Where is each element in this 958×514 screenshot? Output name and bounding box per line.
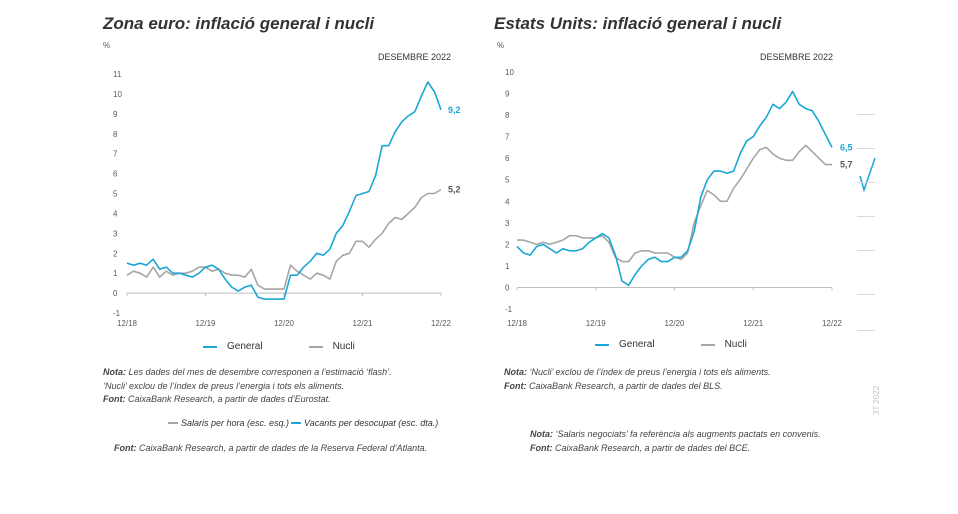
y-tick-label: 7: [113, 150, 118, 159]
edge-dash: [857, 114, 875, 115]
bce-source-label: Font:: [530, 442, 553, 453]
vacants-label: Vacants per desocupat (esc. dta.): [304, 418, 439, 428]
eurozone-inflation-chart: % DESEMBRE 2022 -1 0 1 2 3 4 5 6 7 8 9 10 11 12/18 12/19…: [103, 41, 461, 328]
legend-nucli: Nucli: [308, 341, 355, 352]
left-chart-title: Zona euro: inflació general i nucli: [103, 14, 375, 33]
y-tick-label: -1: [505, 305, 513, 314]
bce-notes: Nota: ‘Salaris negociats’ fa referència …: [530, 428, 821, 455]
edge-fragment-line: [859, 157, 876, 193]
source-text: CaixaBank Research, a partir de dades d’…: [125, 394, 331, 404]
y-tick-label: 5: [113, 190, 118, 199]
y-tick-label: 5: [505, 176, 510, 185]
source-label-us: Font:: [504, 380, 527, 391]
y-tick-label: 0: [505, 283, 510, 292]
salaris-swatch: [168, 422, 178, 424]
edge-dash: [857, 294, 875, 295]
side-label: 3T 2022: [872, 385, 881, 415]
general-swatch: [203, 345, 217, 348]
y-tick-label: 8: [113, 130, 118, 139]
y-unit-label: %: [497, 41, 504, 50]
y-tick-label: 1: [113, 269, 118, 278]
x-tick-label: 12/19: [195, 319, 216, 328]
edge-dash: [857, 148, 875, 149]
end-label-general: 9,2: [448, 105, 461, 115]
note-text-us: ‘Nucli’ exclou de l’índex de preus l’ene…: [527, 367, 771, 377]
y-tick-label: -1: [113, 309, 121, 318]
y-tick-label: 9: [113, 110, 118, 119]
x-tick-label: 12/21: [352, 319, 373, 328]
y-unit-label: %: [103, 41, 110, 50]
legend-nucli-label-us: Nucli: [724, 339, 747, 350]
chart-subtitle: DESEMBRE 2022: [760, 52, 833, 62]
note-label: Nota:: [103, 367, 126, 377]
right-notes: Nota: ‘Nucli’ exclou de l’índex de preus…: [504, 366, 771, 393]
end-label-nucli: 5,2: [448, 185, 461, 195]
salaris-label: Salaris per hora (esc. esq.): [181, 418, 290, 428]
wages-legend: Salaris per hora (esc. esq.) Vacants per…: [168, 418, 438, 428]
edge-dash: [857, 330, 875, 331]
note-line2: ‘Nucli’ exclou de l’índex de preus l’ene…: [103, 380, 345, 391]
edge-fragment-series: [859, 157, 876, 193]
left-legend: General Nucli: [203, 341, 401, 352]
y-tick-label: 2: [505, 240, 510, 249]
atlanta-source-label: Font:: [114, 443, 137, 453]
legend-general: General: [203, 341, 263, 352]
y-tick-label: 8: [505, 111, 510, 120]
series-line-general: [516, 90, 833, 287]
atlanta-source-text: CaixaBank Research, a partir de dades de…: [136, 443, 428, 453]
source-text-us: CaixaBank Research, a partir de dades de…: [526, 380, 723, 391]
end-label-nucli: 5,7: [840, 160, 853, 170]
nucli-swatch: [308, 345, 323, 348]
note-text: Les dades del mes de desembre correspone…: [126, 367, 392, 377]
edge-dash: [857, 216, 875, 217]
legend-nucli-label: Nucli: [332, 341, 355, 352]
y-tick-label: 3: [505, 219, 510, 228]
series-line-general: [126, 81, 442, 300]
x-tick-label: 12/22: [431, 319, 452, 328]
y-tick-label: 10: [113, 90, 122, 99]
y-tick-label: 6: [505, 154, 510, 163]
y-tick-label: 3: [113, 229, 118, 238]
us-inflation-chart: % DESEMBRE 2022 -1 0 1 2 3 4 5 6 7 8 9 10 12/18 12/19 12…: [497, 41, 853, 328]
bce-note-text: ‘Salaris negociats’ fa referència als au…: [553, 429, 821, 439]
x-tick-label: 12/20: [274, 319, 295, 328]
right-chart-title: Estats Units: inflació general i nucli: [494, 14, 782, 33]
legend-general-label-us: General: [619, 339, 655, 350]
legend-general-label: General: [227, 341, 263, 352]
y-tick-label: 1: [505, 262, 510, 271]
left-notes: Nota: Les dades del mes de desembre corr…: [103, 366, 392, 407]
general-swatch-us: [595, 343, 609, 346]
chart-subtitle: DESEMBRE 2022: [378, 52, 451, 62]
x-tick-label: 12/19: [586, 319, 607, 328]
y-tick-label: 9: [505, 90, 510, 99]
atlanta-source: Font: CaixaBank Research, a partir de da…: [114, 442, 427, 456]
y-tick-label: 7: [505, 133, 510, 142]
y-tick-label: 11: [113, 70, 122, 79]
series-line-nucli: [517, 144, 832, 263]
note-label-us: Nota:: [504, 367, 527, 377]
edge-dash: [857, 250, 875, 251]
y-tick-label: 4: [505, 197, 510, 206]
x-tick-label: 12/18: [117, 319, 138, 328]
legend-nucli-us: Nucli: [700, 339, 747, 350]
x-tick-label: 12/18: [507, 319, 528, 328]
source-label: Font:: [103, 394, 126, 404]
y-tick-label: 10: [505, 68, 514, 77]
right-legend: General Nucli: [595, 339, 793, 350]
y-tick-label: 4: [113, 209, 118, 218]
x-tick-label: 12/22: [822, 319, 843, 328]
y-tick-label: 6: [113, 170, 118, 179]
vacants-swatch: [291, 422, 302, 424]
y-tick-label: 2: [113, 249, 118, 258]
bce-source-text: CaixaBank Research, a partir de dades de…: [552, 442, 751, 453]
x-tick-label: 12/21: [743, 319, 764, 328]
nucli-swatch-us: [700, 343, 715, 346]
bce-note-label: Nota:: [530, 429, 553, 439]
legend-general-us: General: [595, 339, 655, 350]
end-label-general: 6,5: [840, 142, 853, 152]
edge-dash: [857, 182, 875, 183]
y-tick-label: 0: [113, 289, 118, 298]
x-tick-label: 12/20: [664, 319, 685, 328]
